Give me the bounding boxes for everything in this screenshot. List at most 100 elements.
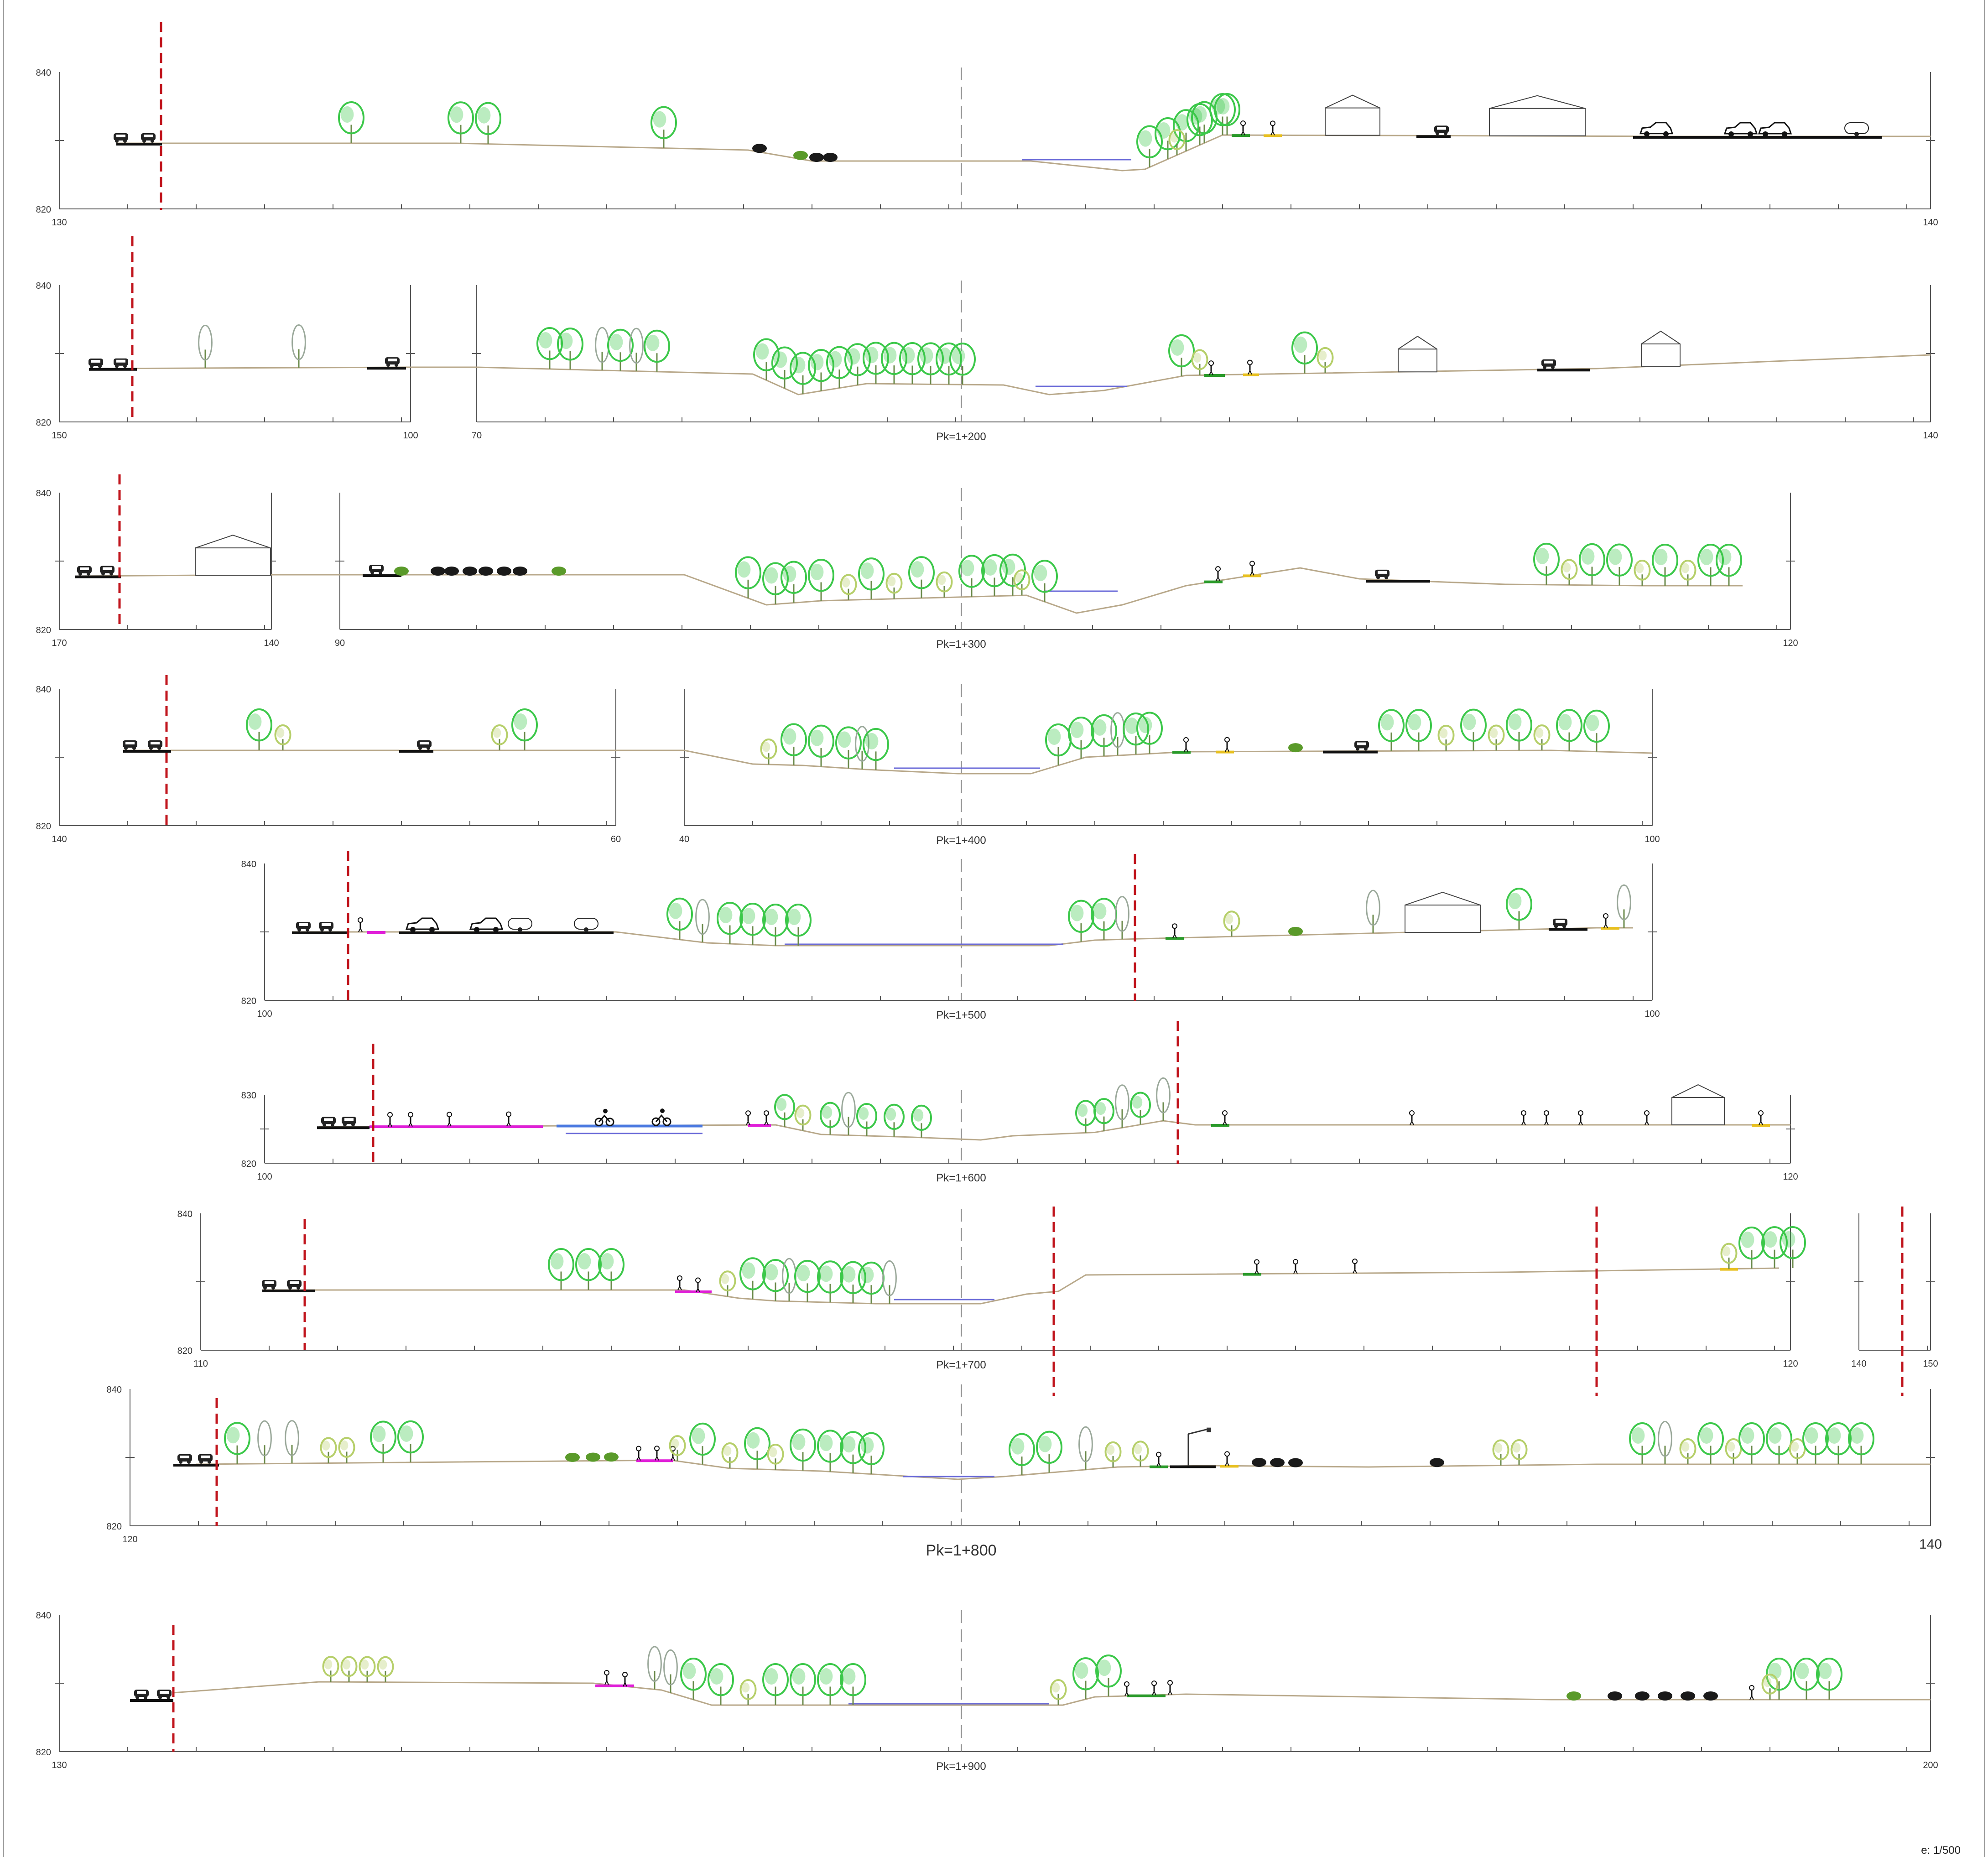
car-wheel: [1551, 365, 1555, 369]
car-wheel: [323, 1123, 326, 1127]
tree-icon: [911, 1104, 932, 1138]
tree-crown-fill: [1631, 1427, 1645, 1444]
tree-crown-fill: [721, 1274, 729, 1284]
tree-crown-fill: [1093, 719, 1107, 736]
tree-crown-fill: [1225, 914, 1233, 924]
tree-crown: [1031, 560, 1058, 593]
tree-crown: [1405, 709, 1432, 742]
tree-crown-fill: [276, 728, 285, 738]
tree-crown-fill: [379, 1659, 387, 1670]
house-outline: [1489, 95, 1586, 136]
hedge-icon: [752, 144, 767, 153]
tree-icon: [1223, 910, 1240, 937]
car-outline: [405, 917, 440, 930]
tree-crown: [1634, 560, 1651, 581]
tree-icon: [781, 561, 807, 603]
hedge-icon: [513, 567, 527, 576]
tree-crown: [1009, 1433, 1035, 1467]
tree-icon: [790, 1428, 816, 1471]
tree-crown-fill: [1795, 1663, 1809, 1679]
tree-icon: [835, 726, 862, 769]
tree-crown: [338, 101, 364, 135]
tree-crown: [762, 1663, 789, 1696]
tree-crown-fill: [669, 902, 682, 919]
tree-crown-fill: [742, 1262, 755, 1279]
tree-crown-fill: [1170, 132, 1179, 143]
tree-crown-fill: [1558, 714, 1572, 731]
car-icon: [342, 1117, 356, 1127]
tree-icon: [689, 1422, 716, 1465]
tree-crown-fill: [1132, 1096, 1143, 1109]
tree-crown: [855, 726, 869, 762]
car-wheel: [343, 1123, 347, 1127]
car-wheel: [1782, 131, 1787, 137]
house-outline: [1398, 336, 1437, 373]
tree-crown-fill: [248, 713, 262, 730]
person-leg: [1272, 131, 1275, 135]
shrub-icon: [1566, 1691, 1581, 1701]
person-leg: [1521, 1121, 1524, 1125]
person-leg: [1250, 571, 1253, 576]
tree-crown-fill: [1741, 1427, 1754, 1444]
tree-crown: [771, 346, 798, 380]
car-wheel: [1356, 747, 1359, 751]
car-window: [290, 1281, 299, 1284]
pedestrian-icon: [1293, 1259, 1298, 1274]
person-leg: [1211, 371, 1213, 375]
tree-crown: [1716, 544, 1742, 577]
tree-crown-fill: [1782, 1231, 1795, 1248]
pedestrian-icon: [1183, 737, 1189, 752]
tree-crown-fill: [226, 1427, 240, 1444]
tree-icon: [1093, 1098, 1114, 1131]
person-leg: [1227, 748, 1229, 752]
car-window: [201, 1455, 210, 1458]
poplar-tree-icon: [1115, 1084, 1129, 1128]
distance-mid-a-label: 140: [264, 638, 279, 648]
tree-icon: [377, 1656, 394, 1682]
tree-icon: [1506, 708, 1532, 751]
elevation-top-label: 840: [36, 1611, 51, 1621]
tree-crown-fill: [1700, 1427, 1713, 1444]
tree-icon: [1716, 544, 1742, 586]
tree-crown: [1579, 543, 1605, 577]
tree-icon: [448, 101, 474, 144]
car-wheel: [386, 363, 390, 367]
tree-icon: [1780, 1226, 1806, 1268]
poplar-tree-icon: [1617, 884, 1631, 928]
car-wheel: [135, 1696, 139, 1699]
tree-icon: [1123, 713, 1149, 754]
person-leg: [636, 1456, 639, 1461]
tree-icon: [1697, 544, 1724, 586]
person-leg: [625, 1682, 627, 1687]
car-icon: [134, 1690, 149, 1699]
tree-crown-fill: [774, 351, 787, 368]
tree-crown-fill: [372, 1425, 386, 1442]
tree-icon: [820, 1102, 841, 1135]
tree-crown-fill: [1654, 549, 1668, 565]
person-leg: [1225, 748, 1228, 752]
tree-icon: [771, 346, 798, 389]
elevation-bottom-label: 820: [36, 1748, 51, 1758]
pedestrian-icon: [745, 1110, 751, 1125]
tree-crown-fill: [1489, 728, 1498, 738]
tree-icon: [548, 1248, 574, 1290]
tree-crown-fill: [1764, 1231, 1777, 1248]
tree-crown: [721, 1442, 739, 1463]
tree-crown: [1214, 93, 1240, 126]
side-car-icon: [405, 917, 440, 932]
tree-crown: [908, 556, 935, 589]
pedestrian-icon: [1215, 566, 1221, 581]
poplar-tree-icon: [595, 327, 609, 370]
tree-crown-fill: [1768, 1427, 1782, 1444]
tree-crown: [1506, 888, 1532, 921]
person-leg: [671, 1456, 673, 1461]
tree-crown-fill: [340, 1440, 349, 1451]
tree-crown: [1789, 1438, 1806, 1459]
tree-crown: [1187, 103, 1213, 136]
tree-crown-fill: [783, 566, 796, 583]
pedestrian-icon: [506, 1111, 511, 1127]
hedge-icon: [497, 567, 511, 576]
tree-crown: [785, 904, 812, 937]
tree-crown: [1825, 1422, 1852, 1456]
